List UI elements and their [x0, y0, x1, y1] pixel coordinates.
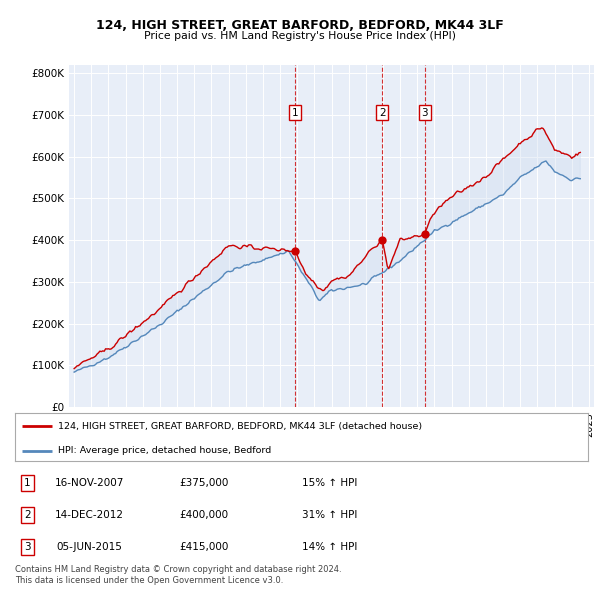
Text: Price paid vs. HM Land Registry's House Price Index (HPI): Price paid vs. HM Land Registry's House … — [144, 31, 456, 41]
Text: 31% ↑ HPI: 31% ↑ HPI — [302, 510, 358, 520]
Text: 14% ↑ HPI: 14% ↑ HPI — [302, 542, 358, 552]
Text: £415,000: £415,000 — [179, 542, 229, 552]
Text: 2: 2 — [24, 510, 31, 520]
Text: 16-NOV-2007: 16-NOV-2007 — [55, 478, 124, 488]
Text: 1: 1 — [292, 108, 298, 118]
Text: 14-DEC-2012: 14-DEC-2012 — [55, 510, 124, 520]
Text: £400,000: £400,000 — [179, 510, 229, 520]
Text: 15% ↑ HPI: 15% ↑ HPI — [302, 478, 358, 488]
Text: 1: 1 — [24, 478, 31, 488]
Text: 3: 3 — [24, 542, 31, 552]
Text: 2: 2 — [379, 108, 385, 118]
Text: 3: 3 — [421, 108, 428, 118]
Text: £375,000: £375,000 — [179, 478, 229, 488]
Text: 124, HIGH STREET, GREAT BARFORD, BEDFORD, MK44 3LF (detached house): 124, HIGH STREET, GREAT BARFORD, BEDFORD… — [58, 422, 422, 431]
Text: Contains HM Land Registry data © Crown copyright and database right 2024.
This d: Contains HM Land Registry data © Crown c… — [15, 565, 341, 585]
Text: 124, HIGH STREET, GREAT BARFORD, BEDFORD, MK44 3LF: 124, HIGH STREET, GREAT BARFORD, BEDFORD… — [96, 19, 504, 32]
Text: 05-JUN-2015: 05-JUN-2015 — [56, 542, 122, 552]
Text: HPI: Average price, detached house, Bedford: HPI: Average price, detached house, Bedf… — [58, 446, 271, 455]
